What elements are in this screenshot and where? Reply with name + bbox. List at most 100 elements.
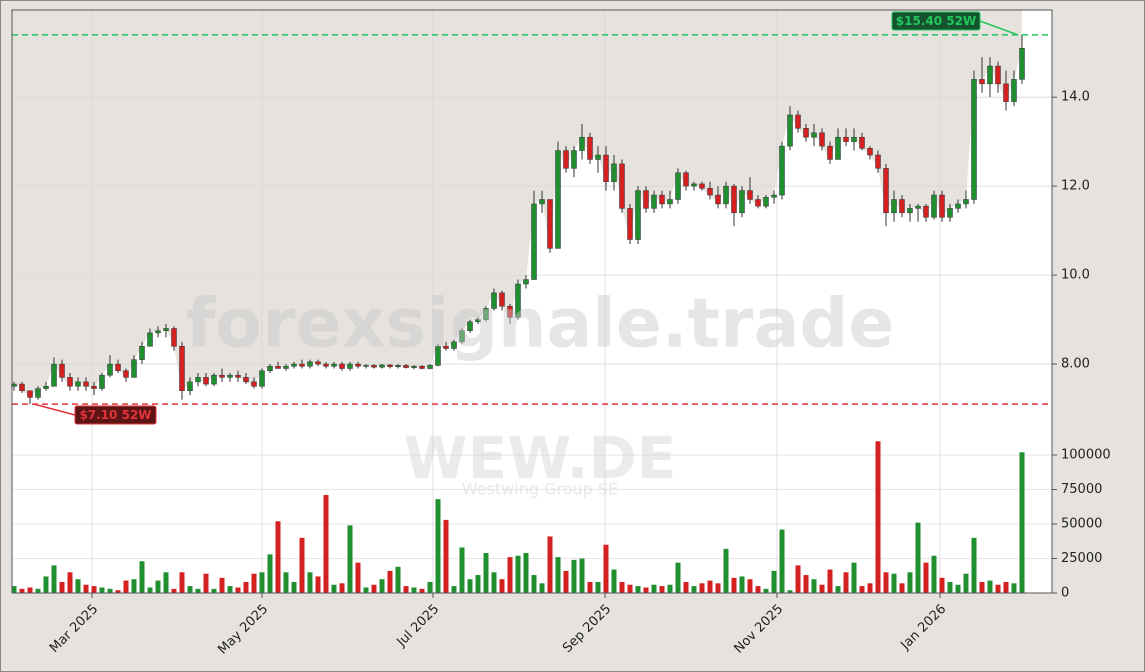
y-tick-label: 10.0 (1061, 268, 1090, 283)
volume-bar (179, 572, 185, 593)
volume-bar (315, 576, 321, 593)
volume-bar (947, 581, 953, 593)
candle-body (995, 65, 1001, 85)
volume-bar (643, 587, 649, 593)
volume-bar (763, 588, 769, 593)
candle-body (299, 363, 305, 367)
volume-bar (771, 570, 777, 593)
volume-bar (203, 573, 209, 593)
candle-body (867, 148, 873, 156)
candle-body (987, 65, 993, 85)
candle-body (587, 136, 593, 160)
volume-bar (611, 569, 617, 593)
candle-body (635, 190, 641, 240)
volume-bar (419, 588, 425, 593)
candle-body (67, 377, 73, 387)
volume-bar (411, 587, 417, 593)
candle-body (723, 185, 729, 205)
candle-body (907, 208, 913, 214)
candle-body (643, 190, 649, 209)
annotation-box (74, 405, 157, 425)
volume-tick-label: 25000 (1061, 551, 1102, 566)
candle-body (75, 381, 81, 387)
candle-body (571, 150, 577, 169)
candle-body (939, 194, 945, 218)
volume-bar (187, 586, 193, 593)
volume-bar (859, 586, 865, 593)
volume-bar (491, 572, 497, 593)
candle-body (803, 128, 809, 138)
candle-body (219, 374, 225, 378)
volume-bar (451, 586, 457, 593)
candle-body (115, 363, 121, 371)
candle-body (1003, 83, 1009, 102)
candle-body (531, 203, 537, 280)
volume-bar (83, 584, 89, 593)
volume-bar (627, 584, 633, 593)
candle-body (99, 374, 105, 389)
candle-body (163, 328, 169, 331)
volume-bar (307, 572, 313, 593)
volume-bar (907, 572, 913, 593)
candle-body (403, 365, 409, 368)
annotation-arrow (979, 20, 1019, 36)
annotation-label: $15.40 52W (896, 14, 976, 28)
candle-body (307, 361, 313, 367)
ticker-watermark: WEW.DE (404, 424, 677, 492)
candle-body (827, 145, 833, 160)
volume-bar (379, 579, 385, 593)
volume-bar (395, 566, 401, 593)
volume-bar (211, 588, 217, 593)
volume-bar (459, 547, 465, 593)
volume-bar (11, 586, 17, 593)
candle-body (283, 366, 289, 369)
candle-body (883, 168, 889, 214)
candle-body (203, 377, 209, 385)
candle-body (731, 185, 737, 214)
annotation-arrow (33, 403, 76, 416)
volume-bar (243, 581, 249, 593)
layers: 8.0010.012.014.00250005000075000100000Ma… (11, 10, 1111, 658)
volume-bar (659, 586, 665, 593)
candle-body (179, 346, 185, 392)
volume-bar (275, 521, 281, 593)
volume-bar (507, 557, 513, 593)
volume-bar (851, 562, 857, 593)
candle-body (123, 370, 129, 378)
candle-body (971, 79, 977, 200)
candle-body (259, 370, 265, 387)
volume-bar (603, 544, 609, 593)
candle-body (539, 199, 545, 205)
volume-bar (963, 573, 969, 593)
volume-bar (691, 586, 697, 593)
volume-bar (435, 499, 441, 593)
candle-body (483, 308, 489, 320)
candle-body (419, 366, 425, 369)
volume-bar (747, 579, 753, 593)
volume-bar (651, 584, 657, 593)
price-area (12, 10, 1022, 398)
volume-bar (539, 583, 545, 593)
volume-bar (683, 581, 689, 593)
volume-bar (195, 588, 201, 593)
candle-body (843, 136, 849, 142)
candle-body (451, 341, 457, 349)
candle-body (371, 365, 377, 368)
candle-body (411, 366, 417, 368)
volume-bar (75, 579, 81, 593)
volume-bar (99, 587, 105, 593)
candle-body (443, 346, 449, 349)
volume-bar (619, 581, 625, 593)
candle-body (523, 279, 529, 285)
volume-bar (563, 570, 569, 593)
candle-body (651, 194, 657, 209)
volume-bar (667, 584, 673, 593)
volume-bar (91, 586, 97, 593)
volume-bar (347, 525, 353, 593)
candle-body (579, 136, 585, 151)
volume-bar (355, 562, 361, 593)
candle-body (435, 346, 441, 366)
volume-bar (531, 575, 537, 593)
candle-body (43, 386, 49, 389)
candle-body (147, 332, 153, 347)
